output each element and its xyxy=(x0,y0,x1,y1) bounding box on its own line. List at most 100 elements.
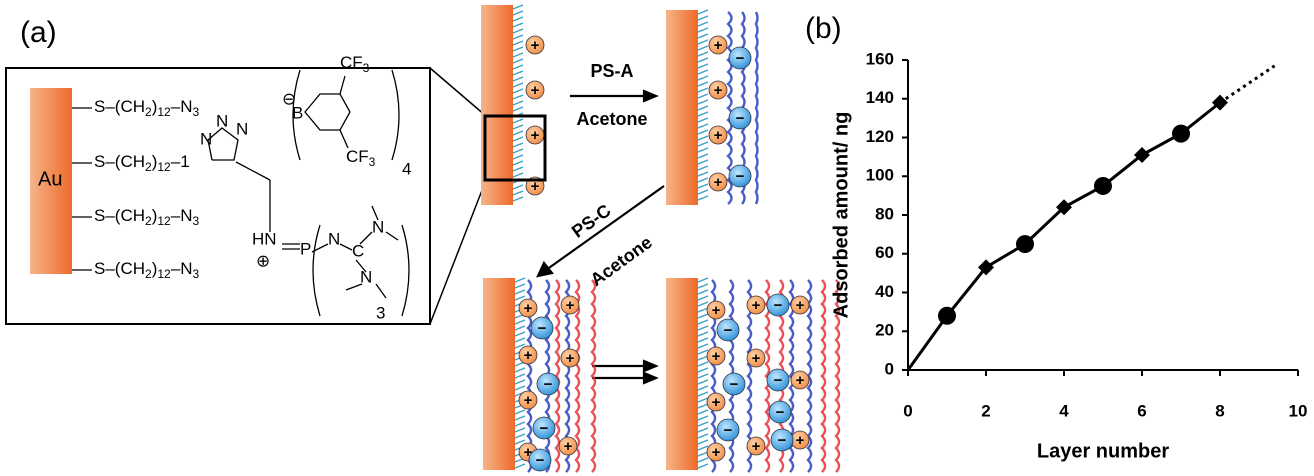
formula-part: CF xyxy=(340,53,363,72)
subscript: 12 xyxy=(157,214,171,228)
formula-part: S–(CH xyxy=(94,152,145,171)
y-tick-label: 40 xyxy=(875,282,894,301)
chains xyxy=(72,108,92,270)
subscript: 3 xyxy=(369,155,376,169)
charge-sign: + xyxy=(712,302,721,319)
charge-sign: − xyxy=(736,168,745,185)
charge-sign: + xyxy=(714,82,723,99)
chain-formula: S–(CH2)12–1 xyxy=(94,152,190,174)
chain-formula: S–(CH2)12–N3 xyxy=(94,206,199,228)
nitrogen: N xyxy=(360,267,372,286)
formula-part: S–(CH xyxy=(94,97,145,116)
charge-sign: + xyxy=(566,350,575,367)
panel-label: (b) xyxy=(805,12,842,45)
charge-sign: + xyxy=(752,297,761,314)
polymer-chain xyxy=(592,280,595,472)
polymer-chain xyxy=(822,280,825,472)
electrode xyxy=(666,278,698,470)
x-tick-label: 4 xyxy=(1059,401,1069,420)
count: 3 xyxy=(376,303,385,322)
x-tick-label: 6 xyxy=(1137,401,1146,420)
solvent: Acetone xyxy=(576,109,647,129)
formula-part: –N xyxy=(171,97,193,116)
electrode xyxy=(666,10,698,205)
marker-circle xyxy=(1172,125,1190,143)
formula-part: –N xyxy=(171,259,193,278)
monolayer xyxy=(698,278,708,468)
charge-sign: + xyxy=(714,174,723,191)
x-axis-title: Layer number xyxy=(1037,440,1169,462)
x-tick-label: 0 xyxy=(903,401,912,420)
charge-sign: + xyxy=(714,127,723,144)
polymer-chain xyxy=(556,280,559,472)
y-tick-label: 60 xyxy=(875,243,894,262)
scheme: ++++++++−−−+++++++−−−−++++++++++−−−−−−− xyxy=(481,5,839,472)
charge-sign: + xyxy=(712,444,721,461)
cation-sign: ⊕ xyxy=(256,251,270,270)
charge-sign: + xyxy=(524,392,533,409)
y-tick-label: 140 xyxy=(866,88,894,107)
formula-part: S–(CH xyxy=(94,206,145,225)
x-tick-label: 8 xyxy=(1215,401,1224,420)
hn: HN xyxy=(252,229,277,248)
x-tick-label: 2 xyxy=(981,401,990,420)
electrode xyxy=(483,278,515,470)
zoom-line xyxy=(430,180,486,324)
charge-sign: + xyxy=(564,438,573,455)
subscript: 12 xyxy=(157,160,171,174)
count: 4 xyxy=(402,159,411,178)
charge-sign: + xyxy=(566,297,575,314)
marker-circle xyxy=(1094,177,1112,195)
y-tick-label: 120 xyxy=(866,127,894,146)
charge-sign: + xyxy=(524,300,533,317)
charge-sign: − xyxy=(736,110,745,127)
chain-formula: S–(CH2)12–N3 xyxy=(94,259,199,281)
charge-sign: − xyxy=(544,376,553,393)
cf3: CF3 xyxy=(346,147,376,169)
monolayer xyxy=(698,10,708,200)
panel-label: (a) xyxy=(20,16,57,49)
charge-sign: + xyxy=(531,127,540,144)
charge-sign: − xyxy=(538,320,547,337)
nitrogen: N xyxy=(372,217,384,236)
x-tick-label: 10 xyxy=(1289,401,1308,420)
marker-circle xyxy=(938,307,956,325)
reagent: PS-C xyxy=(568,200,615,241)
subscript: 12 xyxy=(157,267,171,281)
charge-sign: − xyxy=(724,322,733,339)
subscript: 3 xyxy=(192,105,199,119)
y-tick-label: 100 xyxy=(866,166,894,185)
subscript: 3 xyxy=(363,61,370,75)
marker-circle xyxy=(1016,235,1034,253)
carbon: C xyxy=(352,241,364,260)
monolayer xyxy=(513,5,523,201)
triazole-n: N xyxy=(200,129,212,148)
nitrogen: N xyxy=(328,229,340,248)
charge-sign: − xyxy=(730,376,739,393)
phosphorus: P xyxy=(300,239,311,258)
charge-sign: − xyxy=(540,420,549,437)
charge-sign: + xyxy=(531,82,540,99)
guanidine xyxy=(312,206,409,316)
cf3: CF3 xyxy=(340,53,370,75)
charge-sign: − xyxy=(776,404,785,421)
triazole-n: N xyxy=(216,111,228,130)
y-tick-label: 160 xyxy=(866,49,894,68)
subscript: 3 xyxy=(192,214,199,228)
chain-formula: S–(CH2)12–N3 xyxy=(94,97,199,119)
charge-sign: − xyxy=(778,432,787,449)
extrapolation-line xyxy=(1220,66,1275,103)
charge-sign: + xyxy=(796,432,805,449)
au-label: Au xyxy=(38,168,62,190)
charge-sign: − xyxy=(724,422,733,439)
charge-sign: + xyxy=(796,372,805,389)
data-line xyxy=(908,103,1220,370)
reagent: PS-A xyxy=(590,61,633,81)
subscript: 12 xyxy=(157,105,171,119)
charge-sign: + xyxy=(796,297,805,314)
formula-part: S–(CH xyxy=(94,259,145,278)
charge-sign: + xyxy=(714,37,723,54)
charge-sign: + xyxy=(752,438,761,455)
formula-part: –1 xyxy=(171,152,190,171)
charge-sign: − xyxy=(774,372,783,389)
